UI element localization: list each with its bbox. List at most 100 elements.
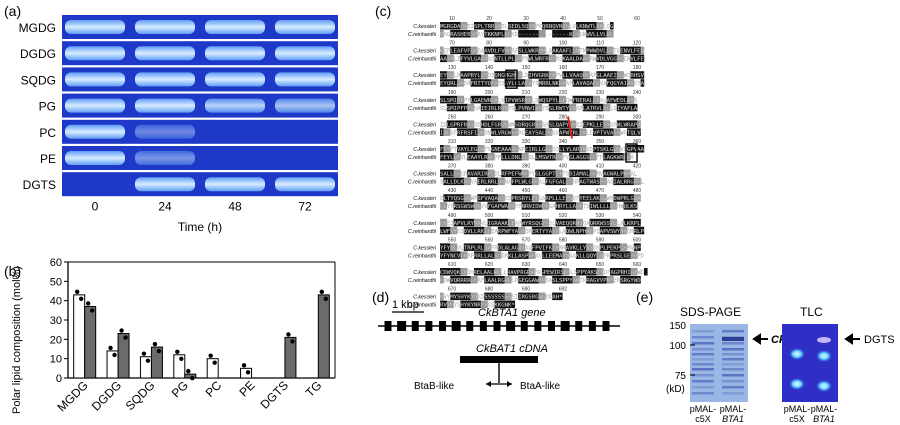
identical-residue <box>603 145 607 153</box>
identical-residue <box>630 218 634 227</box>
identical-residue <box>470 300 475 309</box>
identical-residue <box>460 194 464 202</box>
identical-residue <box>494 145 498 153</box>
identical-residue <box>521 177 526 186</box>
identical-residue <box>511 79 515 87</box>
tlc-lane2-label-line1: pMAL- <box>811 404 838 414</box>
similar-residue <box>627 79 631 87</box>
identical-residue <box>569 169 573 178</box>
similar-residue <box>616 71 621 79</box>
similar-residue <box>504 103 509 112</box>
similar-residue <box>508 30 512 38</box>
exon <box>548 321 555 331</box>
identical-residue <box>627 128 631 136</box>
identical-residue <box>582 103 587 112</box>
similar-residue <box>484 243 488 251</box>
identical-residue <box>535 145 539 153</box>
identical-residue <box>521 268 526 276</box>
identical-residue <box>562 202 566 210</box>
identical-residue <box>480 194 485 202</box>
identical-residue <box>480 103 485 112</box>
sds-lane1-label-line1: pMAL- <box>690 404 717 414</box>
identical-residue <box>545 95 549 104</box>
identical-residue <box>606 79 611 87</box>
ruler-number: 260 <box>485 114 494 120</box>
identical-residue <box>579 243 583 251</box>
similar-residue <box>552 71 556 79</box>
sequence-row: MGRGDAMASISPLTRRSRSLSEDLSQIRPKQRNQVNRSLV… <box>440 24 614 30</box>
similar-residue <box>606 103 611 112</box>
similar-residue <box>535 120 539 128</box>
similar-residue <box>620 71 624 79</box>
ruler-number: 340 <box>559 139 568 145</box>
identical-residue <box>548 153 553 161</box>
identical-residue <box>463 103 468 112</box>
similar-residue <box>596 251 600 259</box>
identical-residue <box>440 79 444 87</box>
similar-residue <box>593 153 597 161</box>
identical-residue <box>538 145 543 153</box>
identical-residue <box>457 202 461 210</box>
similar-residue <box>565 22 570 30</box>
similar-residue <box>521 226 526 235</box>
similar-residue <box>610 30 614 38</box>
identical-residue <box>542 243 546 251</box>
identical-residue <box>630 46 634 55</box>
identical-residue <box>470 71 475 79</box>
similar-residue <box>610 202 614 210</box>
similar-residue <box>453 169 458 178</box>
identical-residue <box>603 276 607 284</box>
identical-residue <box>559 194 563 202</box>
identical-residue <box>559 218 563 227</box>
y-tick-label: 10 <box>50 354 62 366</box>
identical-residue <box>555 276 560 284</box>
exon <box>466 321 474 331</box>
identical-residue <box>610 22 614 30</box>
similar-residue <box>569 194 573 202</box>
gel-band <box>722 358 744 361</box>
ruler-number: 480 <box>633 188 642 194</box>
exon <box>575 321 583 331</box>
identical-residue <box>531 243 536 251</box>
identical-residue <box>460 120 464 128</box>
panel-c-label: (c) <box>375 3 391 19</box>
identical-residue <box>494 103 498 112</box>
similar-residue <box>559 79 563 87</box>
similar-residue <box>559 169 563 178</box>
identical-residue <box>559 103 563 112</box>
lipid-label-mgdg: MGDG <box>19 21 56 35</box>
identical-residue <box>579 268 583 276</box>
sequence-row: FEYFTVAYLEGDAFSGNEAAARLNPEIRLLGLGSQLLYLA… <box>440 147 645 153</box>
category-label-pe: PE <box>236 378 257 399</box>
identical-residue <box>504 169 509 178</box>
identical-residue <box>453 292 458 301</box>
ruler-number: 220 <box>559 90 568 96</box>
identical-residue <box>535 30 539 38</box>
similar-residue <box>616 145 621 153</box>
identical-residue <box>555 202 560 210</box>
identical-residue <box>467 243 471 251</box>
ruler-number: 380 <box>485 164 494 170</box>
identical-residue <box>443 243 447 251</box>
identical-residue <box>453 95 458 104</box>
ruler-number: 160 <box>559 65 568 71</box>
sequence-row: SLSMIPFPYLGAEWNLRLVIPVWSRYDLDWQSPYLGPQWF… <box>440 98 638 104</box>
species-label: C.kessleri <box>413 245 437 251</box>
identical-residue <box>501 226 505 235</box>
species-label: C.kessleri <box>413 147 437 153</box>
identical-residue <box>474 22 478 30</box>
identical-residue <box>446 169 451 178</box>
identical-residue <box>545 268 549 276</box>
identical-residue <box>593 120 597 128</box>
similar-residue <box>504 46 509 55</box>
identical-residue <box>593 202 597 210</box>
identical-residue <box>538 71 543 79</box>
identical-residue <box>504 153 509 161</box>
species-label: C.reinhardtii <box>408 57 437 63</box>
identical-residue <box>497 218 502 227</box>
identical-residue <box>528 202 532 210</box>
gel-band <box>722 342 744 345</box>
identical-residue <box>565 71 570 79</box>
sequence-row: AAIPLEFYVLGAAYAQNTLLPLGRPSWLWRFRRLRSKAAL… <box>440 57 645 63</box>
identical-residue <box>453 268 458 276</box>
